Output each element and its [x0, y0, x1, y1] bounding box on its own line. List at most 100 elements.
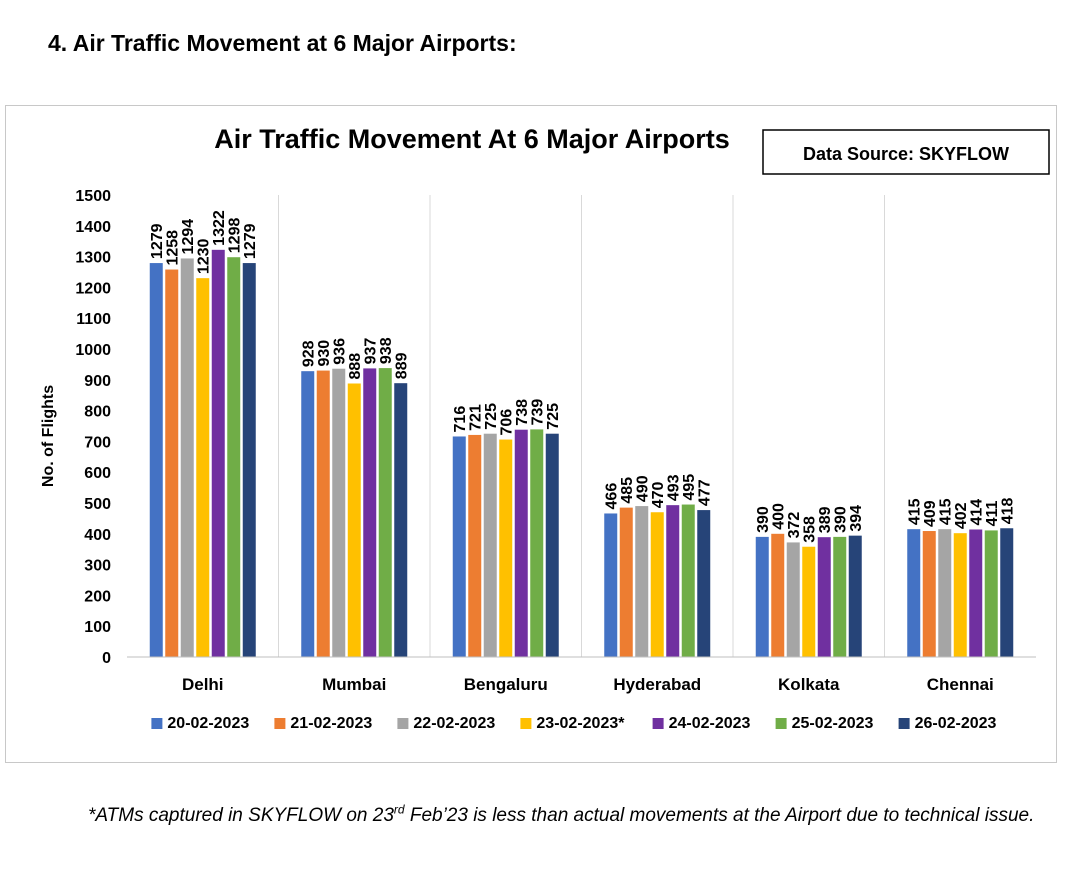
bar	[681, 504, 695, 657]
y-tick-label: 300	[84, 558, 111, 575]
y-tick-label: 1500	[75, 188, 111, 205]
x-tick-label: Hyderabad	[613, 675, 701, 694]
legend: 20-02-2023 21-02-2023 22-02-2023 23-02-2023…	[151, 715, 997, 732]
bar	[833, 536, 847, 657]
legend-swatch	[274, 718, 286, 729]
data-label: 358	[802, 516, 819, 543]
legend-label: 24-02-2023	[669, 715, 751, 732]
bar	[755, 536, 769, 657]
data-label: 716	[452, 406, 469, 433]
bar	[316, 370, 330, 657]
data-label: 493	[666, 474, 683, 501]
bar	[1000, 528, 1014, 657]
y-tick-label: 1200	[75, 280, 111, 297]
bar	[165, 269, 179, 657]
legend-swatch	[775, 718, 787, 729]
source-label: Data Source: SKYFLOW	[803, 144, 1009, 164]
bar	[697, 510, 711, 657]
x-tick-label: Chennai	[927, 675, 994, 694]
data-label: 402	[953, 502, 970, 529]
data-label: 390	[833, 506, 850, 533]
footnote: *ATMs captured in SKYFLOW on 23rd Feb’23…	[88, 800, 1048, 831]
y-axis-ticks: 0 100 200 300 400 500 600 700 800 900 1000 1100 1200…	[75, 188, 111, 667]
y-tick-label: 1000	[75, 342, 111, 359]
bar	[149, 263, 163, 657]
data-label: 415	[907, 498, 924, 525]
category-separators	[278, 195, 885, 657]
data-label: 706	[499, 409, 516, 436]
bar	[545, 433, 559, 657]
y-tick-label: 400	[84, 527, 111, 544]
bar	[907, 529, 921, 657]
data-label: 490	[635, 475, 652, 502]
data-label: 930	[316, 340, 333, 367]
y-tick-label: 1100	[76, 311, 111, 328]
bar	[468, 434, 482, 657]
data-label: 738	[514, 399, 531, 426]
y-axis-label: No. of Flights	[40, 385, 57, 487]
y-tick-label: 900	[84, 373, 111, 390]
bar	[771, 533, 785, 657]
bar	[619, 507, 633, 657]
bar	[969, 529, 983, 657]
data-label: 495	[681, 474, 698, 501]
data-label: 390	[755, 506, 772, 533]
data-label: 1298	[227, 218, 244, 254]
data-label: 400	[771, 503, 788, 530]
data-label: 411	[984, 500, 1001, 526]
bar	[802, 546, 816, 657]
bar	[332, 368, 346, 657]
data-label: 372	[786, 512, 803, 539]
data-label: 739	[530, 399, 547, 426]
bar	[363, 368, 377, 657]
legend-label: 23-02-2023*	[536, 715, 625, 732]
data-label: 389	[817, 506, 834, 533]
data-label: 418	[1000, 497, 1017, 524]
bar	[499, 439, 513, 657]
y-tick-label: 100	[84, 619, 111, 636]
bar	[530, 429, 544, 657]
footnote-superscript: rd	[393, 802, 405, 817]
bar	[483, 433, 497, 657]
legend-label: 25-02-2023	[792, 715, 874, 732]
bar	[848, 535, 862, 657]
legend-swatch	[151, 718, 163, 729]
data-label: 409	[922, 500, 939, 527]
data-label: 938	[378, 337, 395, 364]
chart-title: Air Traffic Movement At 6 Major Airports	[214, 124, 730, 154]
legend-label: 26-02-2023	[915, 715, 997, 732]
bar	[786, 542, 800, 657]
x-axis-labels: Delhi Mumbai Bengaluru Hyderabad Kolkata Chen…	[182, 675, 994, 694]
data-label: 1322	[211, 210, 228, 246]
bar	[953, 533, 967, 657]
legend-swatch	[652, 718, 664, 729]
data-label: 485	[619, 477, 636, 504]
bar	[514, 429, 528, 657]
bar	[922, 531, 936, 657]
data-label: 888	[347, 353, 364, 380]
data-label: 415	[938, 498, 955, 525]
data-label: 1279	[149, 223, 166, 259]
bar	[301, 371, 315, 657]
legend-swatch	[397, 718, 409, 729]
y-tick-label: 600	[84, 465, 111, 482]
data-label: 414	[969, 499, 986, 526]
data-label: 725	[545, 403, 562, 430]
bar	[452, 436, 466, 657]
bar	[227, 257, 241, 657]
data-label: 1258	[165, 230, 182, 266]
x-tick-label: Bengaluru	[464, 675, 548, 694]
bar	[635, 506, 649, 657]
y-tick-label: 800	[84, 404, 111, 421]
bar	[817, 537, 831, 657]
bar	[604, 513, 618, 657]
x-tick-label: Delhi	[182, 675, 224, 694]
bar-chart: Air Traffic Movement At 6 Major Airports…	[40, 124, 1050, 732]
data-label: 1294	[180, 219, 197, 255]
data-label: 1279	[242, 223, 259, 259]
chart-frame: Air Traffic Movement At 6 Major Airports…	[5, 105, 1057, 763]
x-tick-label: Mumbai	[322, 675, 386, 694]
bar	[378, 368, 392, 657]
data-label: 477	[697, 479, 714, 506]
bar	[242, 263, 256, 657]
